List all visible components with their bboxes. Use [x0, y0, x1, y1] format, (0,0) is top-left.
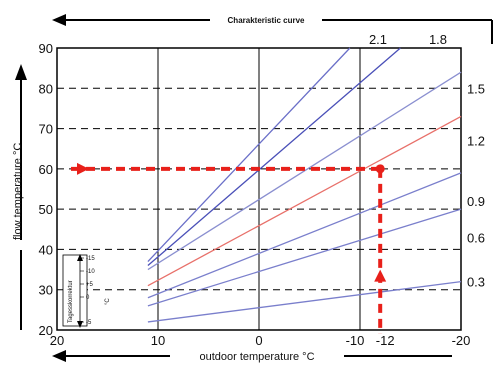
curve-label: 1.8: [429, 32, 447, 47]
curve-label: 0.6: [467, 230, 485, 245]
x-axis-label: outdoor temperature °C: [199, 351, 314, 363]
curve-1-2: [147, 115, 462, 287]
example-arrow-right: [77, 162, 89, 175]
inset-unit: °C: [105, 298, 111, 305]
y-tick-label: 60: [39, 162, 53, 177]
y-axis-label-group: flow temperature °C: [12, 64, 27, 330]
title-arrow: Charakteristic curve: [52, 14, 493, 44]
example-arrow-up: [374, 269, 387, 282]
curve-0-3: [147, 281, 462, 323]
y-tick-label: 40: [39, 242, 53, 257]
x-tick-label: 0: [255, 333, 262, 348]
inset-tick-label: -15: [86, 256, 95, 262]
curve-label: 0.3: [467, 275, 485, 290]
x-tick-labels: 20 10 0 -10 -12 -20: [50, 333, 471, 348]
curve-0-9: [147, 172, 462, 299]
x-tick-label: 20: [50, 333, 64, 348]
curve-label: 2.1: [369, 32, 387, 47]
example-reading: [71, 162, 387, 334]
y-tick-label: 20: [39, 323, 53, 338]
y-tick-label: 90: [39, 41, 53, 56]
inset-correction-scale: Tagesskorrektur -15 -10 +5 0 -5 °C: [62, 254, 111, 328]
inset-title: Tagesskorrektur: [68, 280, 74, 323]
curve-label: 0.9: [467, 194, 485, 209]
example-point: [375, 164, 385, 174]
y-tick-label: 70: [39, 122, 53, 137]
curves: [147, 47, 462, 323]
x-tick-label: 10: [151, 333, 165, 348]
x-tick-label: -20: [452, 333, 471, 348]
inset-tick-label: -10: [86, 269, 95, 275]
curve-label: 1.2: [467, 134, 485, 149]
x-tick-label: -12: [376, 333, 395, 348]
y-axis-label: flow temperature °C: [12, 143, 24, 240]
curve-2-1: [147, 47, 351, 262]
curve-1-8: [147, 47, 401, 267]
x-tick-label: -10: [346, 333, 365, 348]
curve-label: 1.5: [467, 81, 485, 96]
y-tick-label: 30: [39, 283, 53, 298]
curve-labels: 2.1 1.8 1.5 1.2 0.9 0.6 0.3: [369, 32, 485, 290]
x-axis-label-group: outdoor temperature °C: [52, 350, 452, 363]
chart-title: Charakteristic curve: [228, 16, 305, 25]
inset-tick-label: -5: [86, 320, 92, 326]
y-tick-label: 80: [39, 81, 53, 96]
curve-1-5: [147, 71, 462, 271]
y-tick-labels: 20 30 40 50 60 70 80 90: [39, 41, 53, 338]
curve-0-6: [147, 208, 462, 307]
y-tick-label: 50: [39, 202, 53, 217]
inset-tick-label: +5: [86, 282, 94, 288]
inset-tick-label: 0: [86, 295, 90, 301]
